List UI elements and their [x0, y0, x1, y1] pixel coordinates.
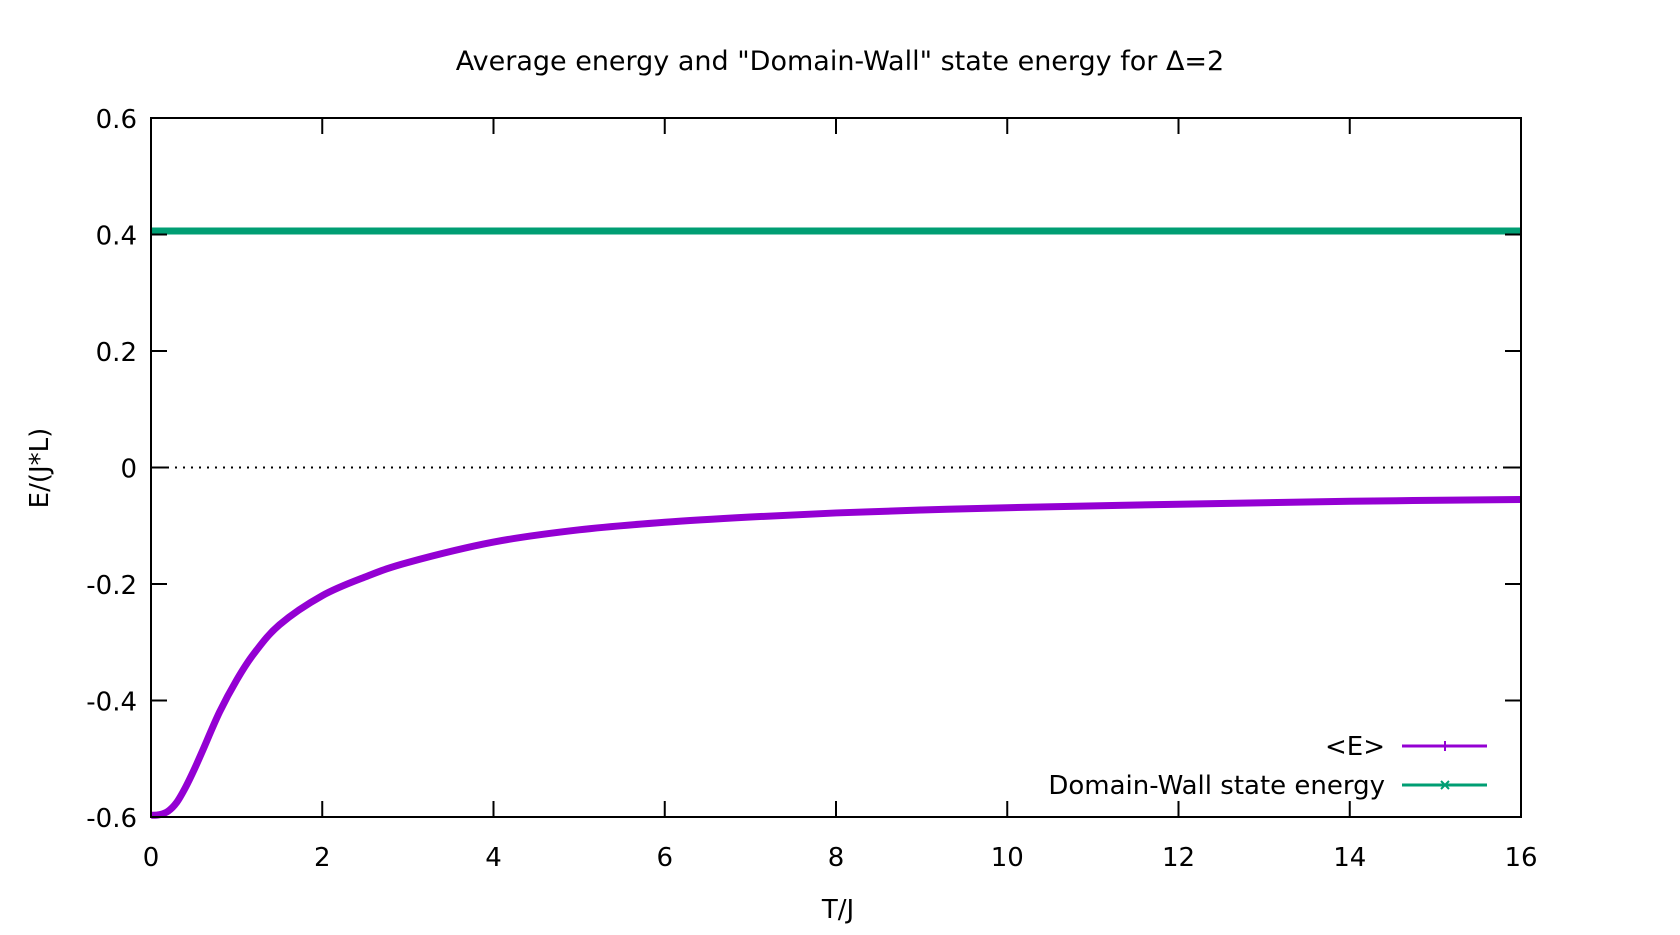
- y-tick-label: 0: [120, 455, 137, 485]
- series-line-1: [150, 496, 1522, 819]
- x-tick-label: 10: [991, 843, 1024, 873]
- x-tick-label: 6: [656, 843, 673, 873]
- x-axis-label: T/J: [821, 895, 854, 925]
- y-tick-label: 0.6: [96, 105, 137, 135]
- x-tick-label: 12: [1162, 843, 1195, 873]
- plot-area: 0 2 4 6 8 10 12 14 16 -0.6 -0.4 -0.2 0 0.2 0.4 0.6: [86, 105, 1537, 873]
- y-axis-label: E/(J*L): [25, 428, 55, 509]
- plot-frame: [150, 117, 1522, 818]
- x-tick-label: 14: [1333, 843, 1366, 873]
- y-tick-label: 0.2: [96, 338, 137, 368]
- legend-marker-plus: [1440, 741, 1450, 751]
- legend: <E> Domain-Wall state energy: [1048, 732, 1487, 801]
- legend-marker-cross: [1440, 780, 1450, 790]
- x-tick-label: 0: [143, 843, 160, 873]
- x-tick-label: 4: [485, 843, 502, 873]
- y-tick-label: -0.2: [86, 571, 137, 601]
- legend-label-1: <E>: [1325, 732, 1385, 762]
- y-tick-label: -0.6: [86, 804, 137, 834]
- x-tick-label: 2: [314, 843, 331, 873]
- x-tick-label: 8: [828, 843, 845, 873]
- x-tick-label: 16: [1504, 843, 1537, 873]
- chart-title: Average energy and "Domain-Wall" state e…: [456, 46, 1224, 77]
- legend-label-2: Domain-Wall state energy: [1048, 771, 1385, 801]
- y-tick-label: -0.4: [86, 688, 137, 718]
- y-tick-label: 0.4: [96, 222, 137, 252]
